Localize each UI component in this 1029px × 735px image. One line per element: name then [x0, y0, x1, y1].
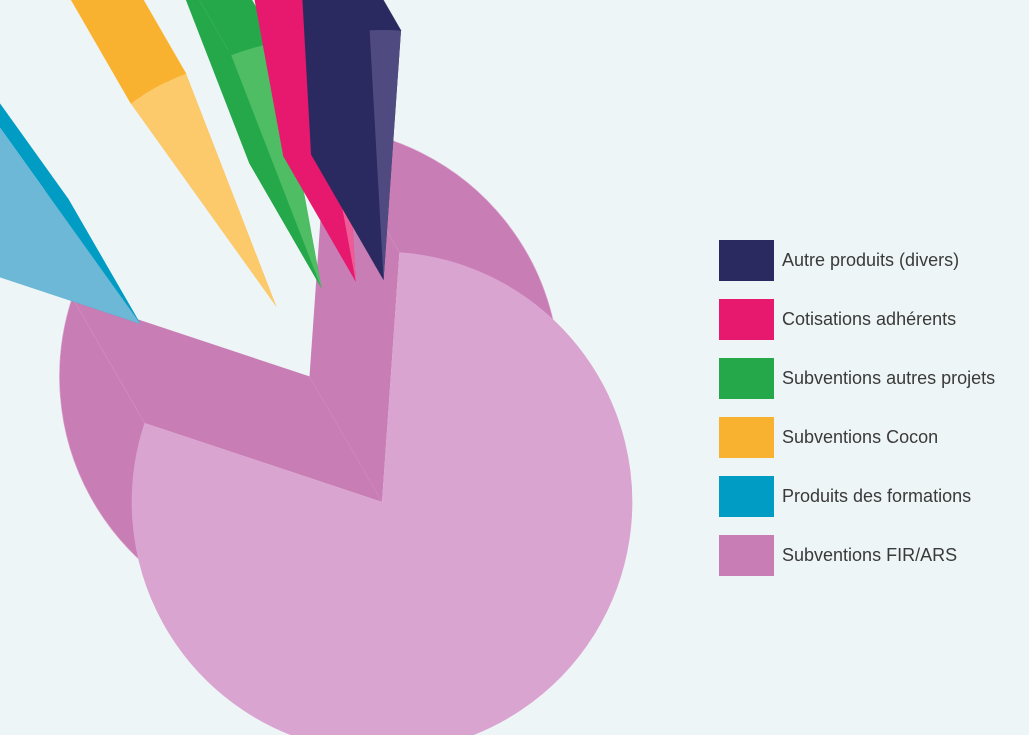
- pie-slice-wall: [302, 0, 384, 281]
- legend-item-cotisations[interactable]: Cotisations adhérents: [719, 299, 995, 340]
- legend-label: Subventions Cocon: [782, 427, 939, 447]
- pie-slice-wall: [72, 297, 382, 502]
- legend-item-autres-projets[interactable]: Subventions autres projets: [719, 358, 995, 399]
- legend-label: Produits des formations: [782, 486, 972, 506]
- pie-slice: [0, 103, 141, 324]
- legend-swatch: [719, 535, 774, 576]
- legend-swatch: [719, 417, 774, 458]
- pie-slice-wall: [254, 0, 356, 282]
- legend-item-cocon[interactable]: Subventions Cocon: [719, 417, 995, 458]
- pie-slice: [185, 0, 322, 289]
- legend-swatch: [719, 476, 774, 517]
- pie-slice: [302, 0, 402, 281]
- pie-slice-top: [0, 127, 141, 324]
- pie-slice-top: [130, 73, 277, 307]
- legend-label: Cotisations adhérents: [782, 309, 957, 329]
- legend-label: Subventions autres projets: [782, 368, 996, 388]
- legend-swatch: [719, 299, 774, 340]
- pie-slice-top: [369, 30, 401, 281]
- legend-item-fir-ars[interactable]: Subventions FIR/ARS: [719, 535, 995, 576]
- pie-slice-top: [132, 252, 632, 735]
- legend-label: Autre produits (divers): [782, 250, 960, 270]
- legend-swatch: [719, 358, 774, 399]
- pie-slice-top: [231, 42, 322, 289]
- legend-label: Subventions FIR/ARS: [782, 545, 958, 565]
- legend-swatch: [719, 240, 774, 281]
- legend-item-formations[interactable]: Produits des formations: [719, 476, 995, 517]
- pie-slice-wall: [185, 0, 322, 289]
- chart-legend: Autre produits (divers) Cotisations adhé…: [719, 240, 995, 594]
- pie-slice: [70, 0, 277, 307]
- legend-item-autre-produits[interactable]: Autre produits (divers): [719, 240, 995, 281]
